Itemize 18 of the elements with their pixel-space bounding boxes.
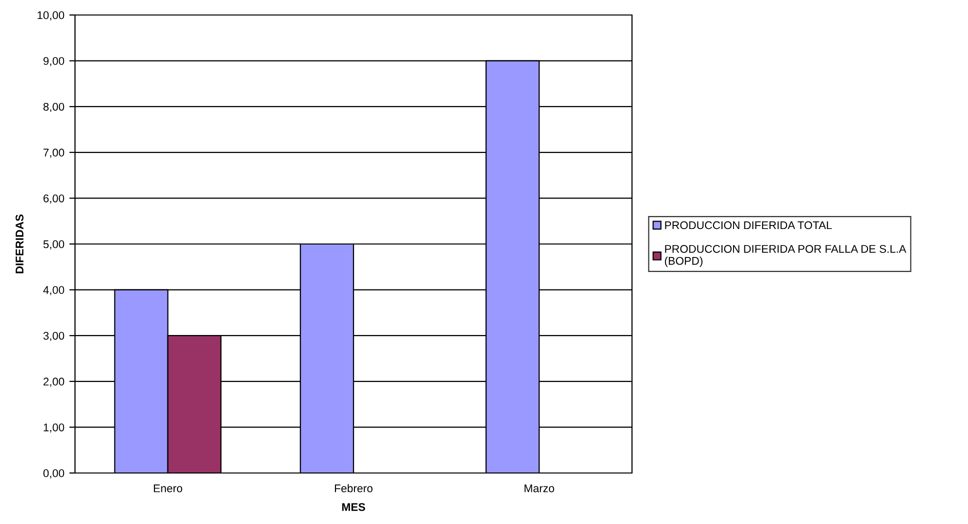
y-tick-label: 3,00 [43, 332, 64, 342]
y-tick-label: 7,00 [44, 148, 64, 158]
y-tick-label: 6,00 [44, 194, 64, 204]
y-tick-label: 1,00 [44, 423, 64, 433]
x-tick-label: Febrero [334, 484, 372, 492]
x-axis-title: MES [342, 503, 366, 511]
y-tick-label: 4,00 [43, 286, 64, 296]
y-tick-label: 10,00 [38, 11, 64, 20]
legend-label: PRODUCCION DIFERIDA TOTAL [665, 221, 832, 230]
y-tick-label: 8,00 [43, 102, 64, 112]
y-axis-title: DIFERIDAS [16, 214, 24, 274]
x-tick-label: Enero [154, 484, 182, 492]
y-tick-label: 5,00 [43, 240, 64, 250]
legend-label: PRODUCCION DIFERIDA POR FALLA DE S.L.A (BOPD) [664, 244, 906, 268]
y-tick-label: 9,00 [43, 57, 64, 66]
x-tick-label: Marzo [524, 484, 554, 492]
y-tick-label: 2,00 [44, 378, 64, 387]
y-tick-label: 0,00 [43, 469, 64, 478]
